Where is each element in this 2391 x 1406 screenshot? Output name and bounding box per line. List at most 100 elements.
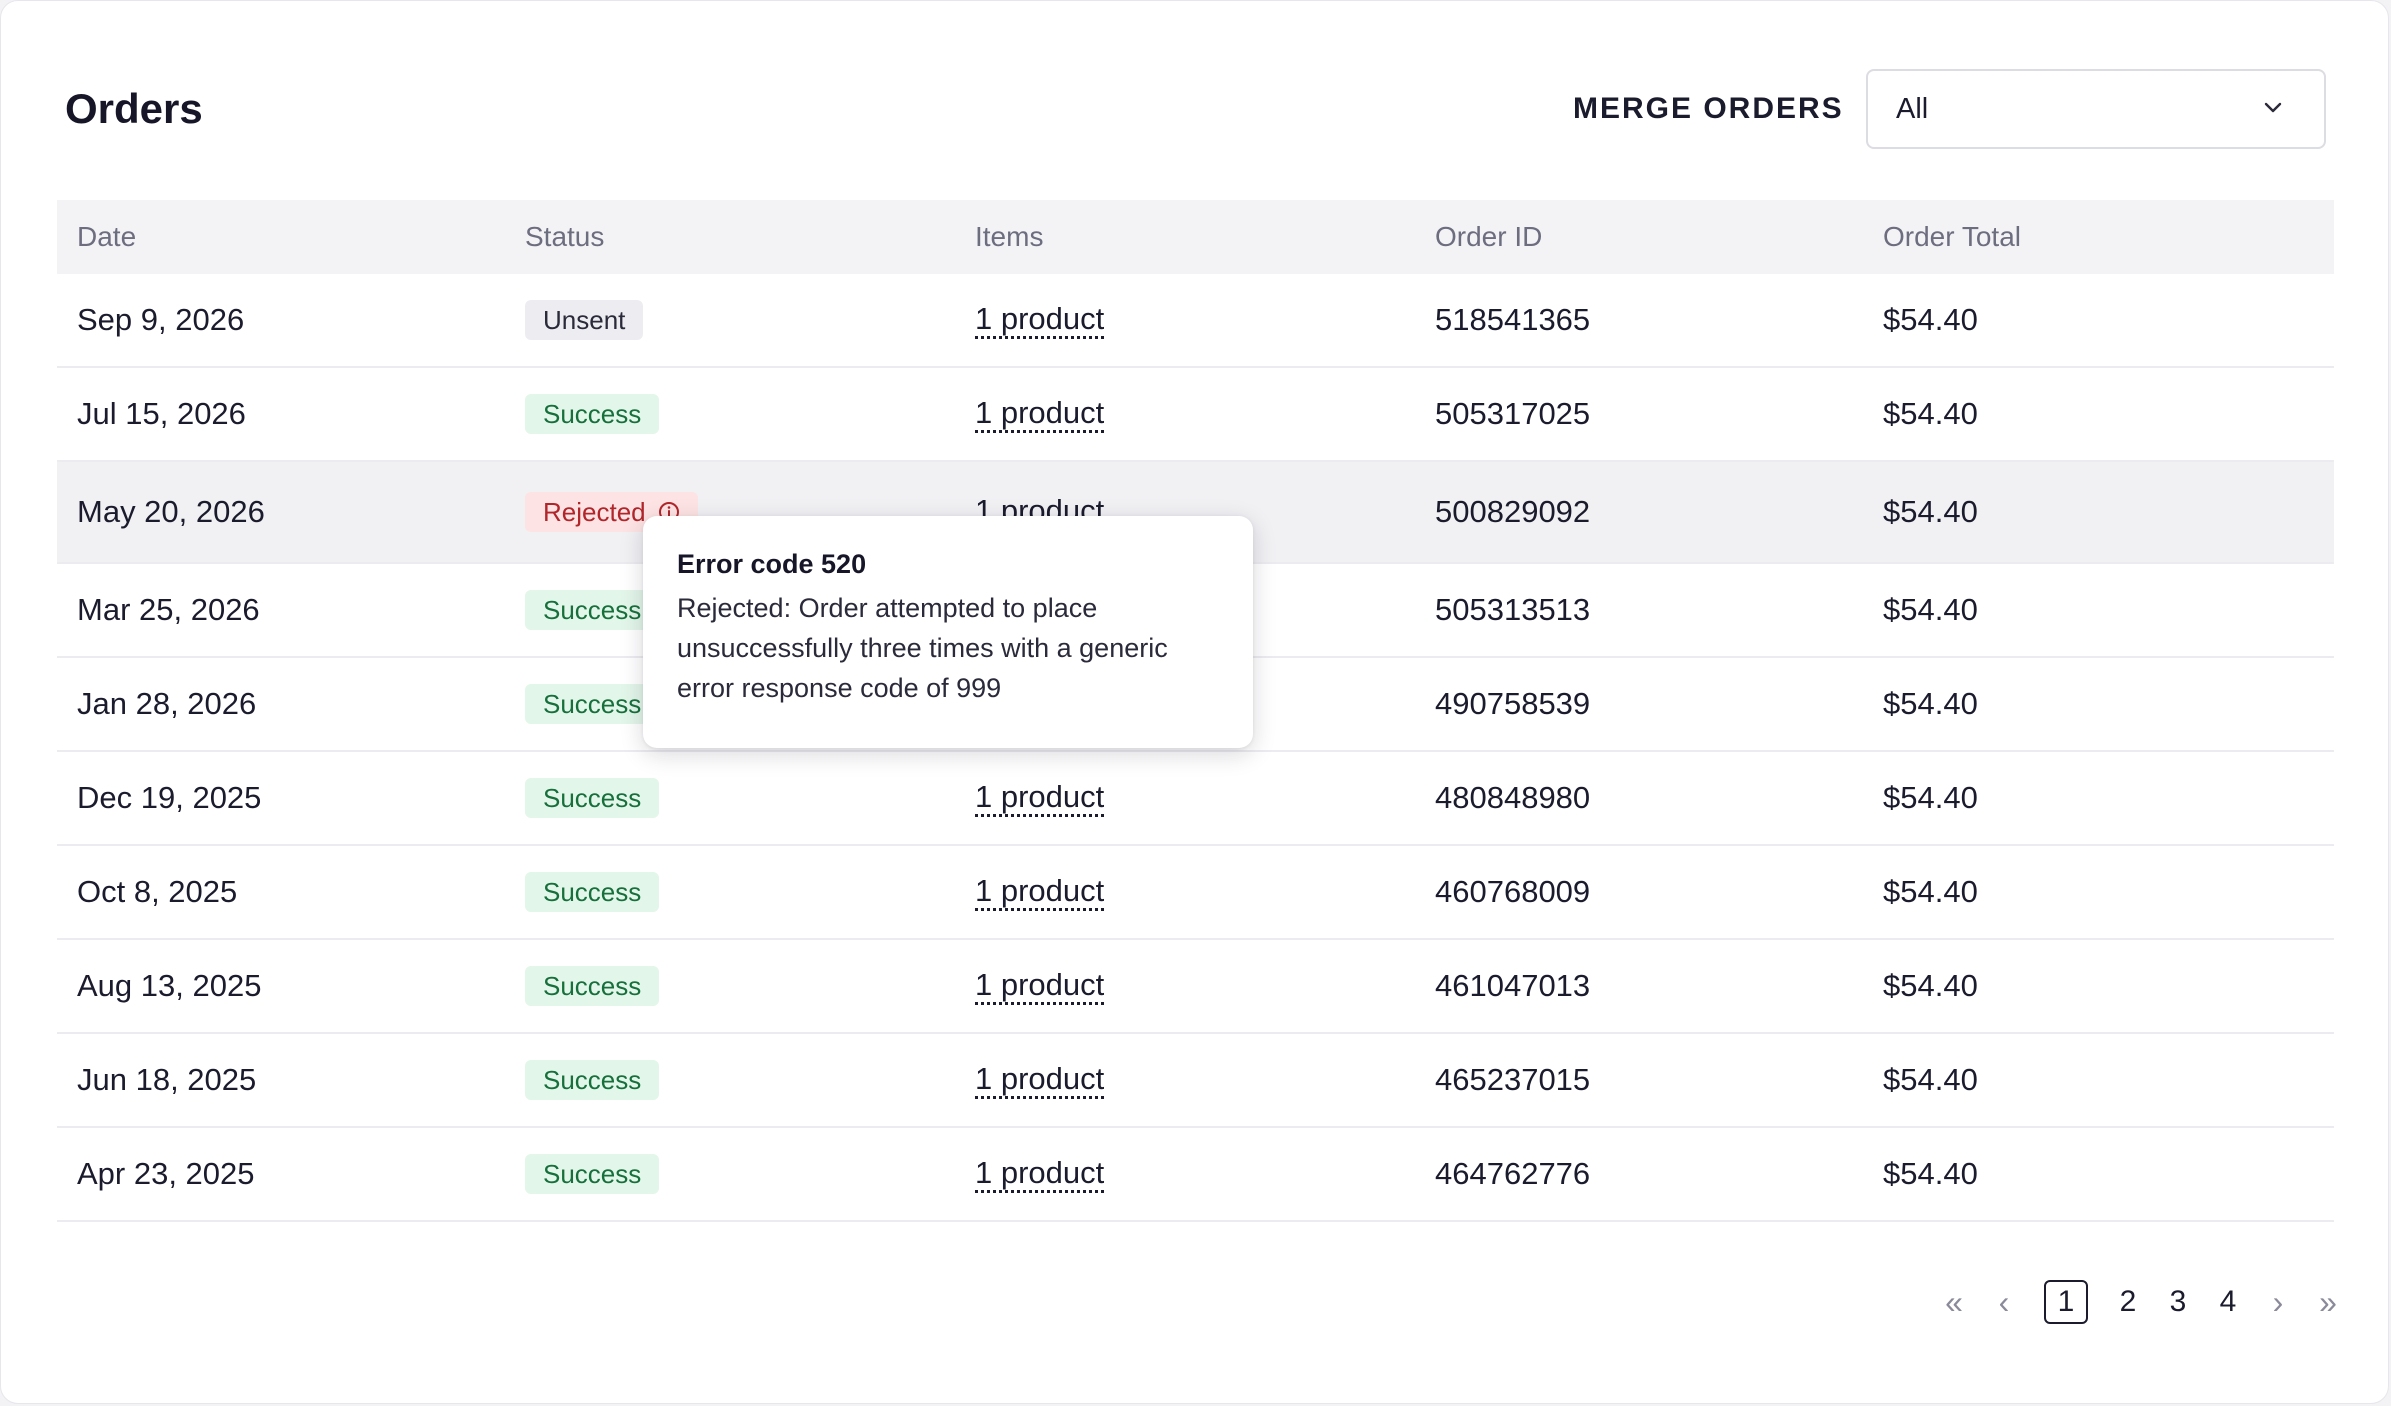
table-body: Sep 9, 2026 Unsent 1 product 518541365 $54.4… <box>57 274 2334 1222</box>
order-status-cell: Success <box>525 752 660 844</box>
order-date: Jun 18, 2025 <box>77 1062 257 1097</box>
pagination: « ‹ 1 2 3 4 › » <box>1914 1279 2338 1325</box>
items-link[interactable]: 1 product <box>975 301 1105 339</box>
first-page-button[interactable]: « <box>1945 1284 1963 1320</box>
status-badge-label: Success <box>543 877 642 907</box>
status-badge: Success <box>525 872 660 912</box>
order-items-cell: 1 product <box>975 368 1105 460</box>
column-header-date[interactable]: Date <box>77 221 137 252</box>
merge-orders-button[interactable]: MERGE ORDERS <box>1553 85 1864 133</box>
order-total: $54.40 <box>1883 396 1978 431</box>
column-header-items[interactable]: Items <box>975 221 1044 252</box>
status-badge: Success <box>525 778 660 818</box>
order-date: Jan 28, 2026 <box>77 686 257 721</box>
items-link[interactable]: 1 product <box>975 395 1105 433</box>
order-status-cell: Success <box>525 1034 660 1126</box>
items-link[interactable]: 1 product <box>975 1155 1105 1193</box>
order-total: $54.40 <box>1883 302 1978 337</box>
column-header-order-total[interactable]: Order Total <box>1883 221 2021 252</box>
status-badge: Success <box>525 394 660 434</box>
order-id: 518541365 <box>1435 302 1591 337</box>
prev-page-button[interactable]: ‹ <box>1998 1284 2010 1320</box>
order-total: $54.40 <box>1883 968 1978 1003</box>
next-page-button[interactable]: › <box>2272 1284 2284 1320</box>
tooltip-title: Error code 520 <box>677 549 867 579</box>
order-date: Aug 13, 2025 <box>77 968 262 1003</box>
status-badge-label: Rejected <box>543 497 646 527</box>
table-row[interactable]: Dec 19, 2025 Success 1 product 480848980 $54… <box>57 752 2334 846</box>
table-row[interactable]: Jul 15, 2026 Success 1 product 505317025 $54… <box>57 368 2334 462</box>
order-date: Dec 19, 2025 <box>77 780 262 815</box>
order-id: 465237015 <box>1435 1062 1591 1097</box>
status-badge: Success <box>525 1060 660 1100</box>
order-date: Jul 15, 2026 <box>77 396 246 431</box>
table-row[interactable]: Aug 13, 2025 Success 1 product 461047013 $54… <box>57 940 2334 1034</box>
status-badge: Success <box>525 684 660 724</box>
order-id: 480848980 <box>1435 780 1591 815</box>
order-total: $54.40 <box>1883 686 1978 721</box>
orders-table: Date Status Items Order ID Order Total S… <box>57 200 2334 1222</box>
status-badge: Success <box>525 1154 660 1194</box>
status-badge-label: Success <box>543 595 642 625</box>
items-link[interactable]: 1 product <box>975 1061 1105 1099</box>
table-header: Date Status Items Order ID Order Total <box>57 200 2334 274</box>
order-total: $54.40 <box>1883 592 1978 627</box>
order-id: 461047013 <box>1435 968 1591 1003</box>
order-items-cell: 1 product <box>975 1128 1105 1220</box>
status-badge: Success <box>525 966 660 1006</box>
order-total: $54.40 <box>1883 780 1978 815</box>
column-header-order-id[interactable]: Order ID <box>1435 221 1543 252</box>
order-status-cell: Success <box>525 658 660 750</box>
page-button-2[interactable]: 2 <box>2119 1285 2137 1318</box>
order-items-cell: 1 product <box>975 846 1105 938</box>
table-row[interactable]: Oct 8, 2025 Success 1 product 460768009 $54.… <box>57 846 2334 940</box>
chevron-down-icon <box>2264 102 2282 113</box>
order-status-cell: Unsent <box>525 274 644 366</box>
order-items-cell: 1 product <box>975 752 1105 844</box>
error-tooltip: Error code 520 Rejected: Order attempted… <box>643 516 1253 748</box>
order-id: 505313513 <box>1435 592 1591 627</box>
order-id: 464762776 <box>1435 1156 1591 1191</box>
order-date: Apr 23, 2025 <box>77 1156 255 1191</box>
status-badge-label: Success <box>543 1065 642 1095</box>
items-link[interactable]: 1 product <box>975 967 1105 1005</box>
order-status-cell: Success <box>525 1128 660 1220</box>
status-badge: Unsent <box>525 300 644 340</box>
status-badge-label: Success <box>543 399 642 429</box>
order-status-cell: Success <box>525 940 660 1032</box>
order-total: $54.40 <box>1883 1156 1978 1191</box>
order-id: 490758539 <box>1435 686 1591 721</box>
order-status-cell: Success <box>525 368 660 460</box>
status-badge-label: Success <box>543 783 642 813</box>
order-date: Mar 25, 2026 <box>77 592 260 627</box>
order-date: Sep 9, 2026 <box>77 302 245 337</box>
order-items-cell: 1 product <box>975 274 1105 366</box>
order-id: 505317025 <box>1435 396 1591 431</box>
order-date: May 20, 2026 <box>77 494 265 529</box>
status-badge-label: Success <box>543 971 642 1001</box>
order-items-cell: 1 product <box>975 940 1105 1032</box>
order-status-cell: Success <box>525 846 660 938</box>
order-date: Oct 8, 2025 <box>77 874 238 909</box>
page-button-1[interactable]: 1 <box>2044 1280 2088 1324</box>
page-button-4[interactable]: 4 <box>2219 1285 2237 1318</box>
items-link[interactable]: 1 product <box>975 779 1105 817</box>
order-status-cell: Success <box>525 564 660 656</box>
page-title: Orders <box>65 85 203 132</box>
tooltip-body: Rejected: Order attempted to place unsuc… <box>677 593 1168 703</box>
page-button-3[interactable]: 3 <box>2169 1285 2187 1318</box>
order-total: $54.40 <box>1883 874 1978 909</box>
order-total: $54.40 <box>1883 1062 1978 1097</box>
status-filter-select[interactable]: All <box>1866 69 2326 149</box>
table-row[interactable]: Sep 9, 2026 Unsent 1 product 518541365 $54.4… <box>57 274 2334 368</box>
last-page-button[interactable]: » <box>2319 1284 2337 1320</box>
status-badge-label: Success <box>543 1159 642 1189</box>
table-row[interactable]: Jun 18, 2025 Success 1 product 465237015 $54… <box>57 1034 2334 1128</box>
table-row[interactable]: Apr 23, 2025 Success 1 product 464762776 $54… <box>57 1128 2334 1222</box>
status-badge-label: Unsent <box>543 305 626 335</box>
order-total: $54.40 <box>1883 494 1978 529</box>
order-id: 460768009 <box>1435 874 1591 909</box>
column-header-status[interactable]: Status <box>525 221 605 252</box>
order-id: 500829092 <box>1435 494 1591 529</box>
items-link[interactable]: 1 product <box>975 873 1105 911</box>
